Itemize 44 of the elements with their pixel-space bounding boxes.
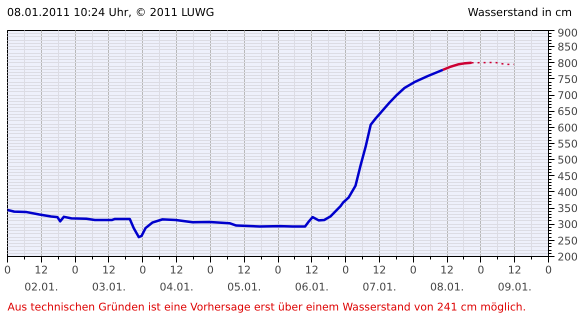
x-tick-label: 12 xyxy=(170,264,184,276)
y-tick-label: 250 xyxy=(558,234,578,248)
y-tick-label: 850 xyxy=(558,40,578,54)
x-tick-label: 0 xyxy=(477,264,484,276)
x-tick-label: 0 xyxy=(274,264,282,276)
x-tick-label: 0 xyxy=(410,264,417,276)
x2-tick-label: 09.01. xyxy=(498,280,532,294)
x-tick-label: 0 xyxy=(206,264,214,276)
x-tick-label: 12 xyxy=(34,264,48,276)
y-tick-label: 500 xyxy=(558,154,578,167)
y-tick-label: 800 xyxy=(558,56,578,70)
x-tick-label: 12 xyxy=(237,264,251,276)
y-tick-label: 600 xyxy=(558,121,578,134)
x-tick-label: 0 xyxy=(139,264,146,276)
x-tick-label: 0 xyxy=(342,264,350,276)
text: Aus technischen Gründen ist eine Vorhersage erst über einem Wasserstand von 241 cm möglich. xyxy=(8,300,526,314)
y-tick-label: 750 xyxy=(558,72,578,86)
x2-tick-label: 06.01. xyxy=(294,280,329,294)
x-tick-label: 0 xyxy=(545,264,552,276)
y-tick-label: 900 xyxy=(558,26,578,40)
y-tick-label: 550 xyxy=(558,138,578,150)
x2-tick-label: 03.01. xyxy=(92,280,126,294)
y-tick-label: 350 xyxy=(558,202,578,216)
x-tick-label: 12 xyxy=(305,264,319,276)
y-axis-title: Wasserstand in cm xyxy=(468,5,572,21)
x2-tick-label: 02.01. xyxy=(24,280,58,294)
x2-tick-label: 07.01. xyxy=(362,280,396,294)
y-tick-label: 700 xyxy=(558,89,578,102)
x-tick-label: 12 xyxy=(440,264,454,276)
y-tick-label: 300 xyxy=(558,218,578,232)
y-tick-label: 650 xyxy=(558,105,578,118)
x2-tick-label: 05.01. xyxy=(227,280,262,294)
x-tick-label: 0 xyxy=(72,264,79,276)
y-tick-label: 450 xyxy=(558,170,578,183)
x-tick-label: 12 xyxy=(372,264,386,276)
y-tick-label: 200 xyxy=(558,250,578,264)
y-tick-label: 400 xyxy=(558,186,578,199)
chart-title: 08.01.2011 10:24 Uhr, © 2011 LUWG xyxy=(7,5,214,21)
x-tick-label: 12 xyxy=(508,264,522,276)
x2-tick-label: 04.01. xyxy=(160,280,194,294)
line-series xyxy=(8,68,444,238)
x-tick-label: 0 xyxy=(4,264,12,276)
x2-tick-label: 08.01. xyxy=(430,280,464,294)
x-tick-label: 12 xyxy=(102,264,116,276)
